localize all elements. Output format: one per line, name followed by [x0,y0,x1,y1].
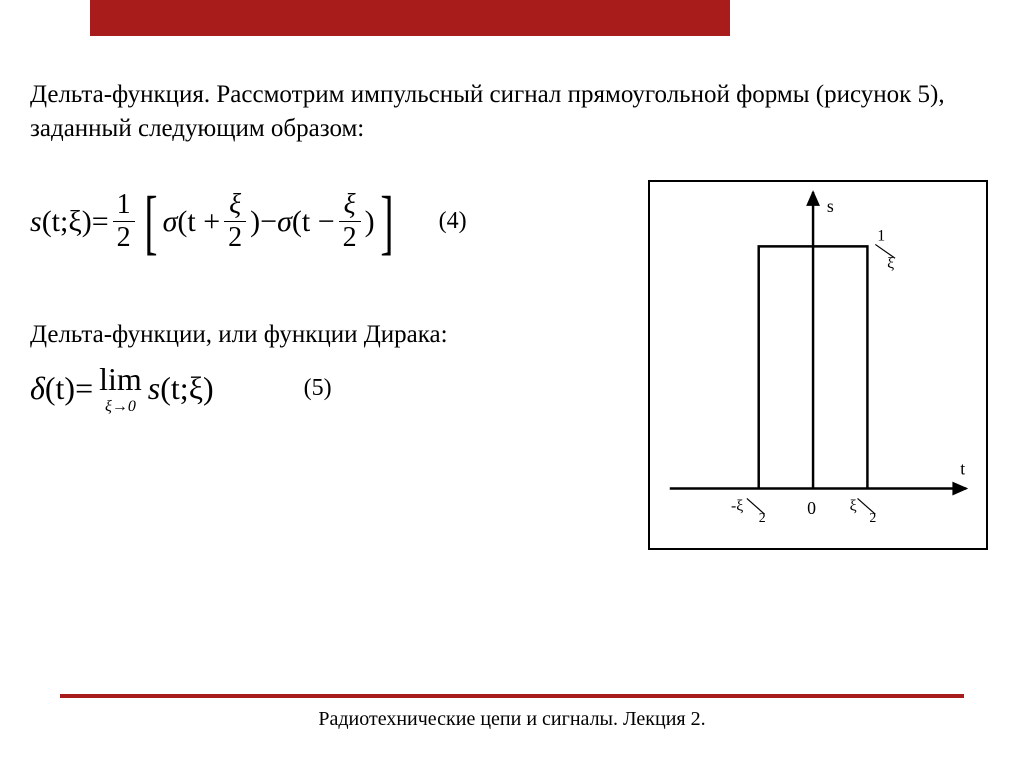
eq2-delta: δ [30,370,45,407]
eq2-lim-top: lim [99,361,142,398]
eq1-den2-b: 2 [339,222,361,254]
eq1-equals: = [92,205,109,239]
eq1-xi-a: ξ [225,189,245,221]
footer-text: Радиотехнические цепи и сигналы. Лекция … [0,708,1024,731]
svg-text:0: 0 [807,498,816,518]
eq1-s: s [30,205,42,239]
close-bracket-icon: ] [380,186,393,258]
pulse-graph: st1ξ-ξ20ξ2 [648,180,988,550]
eq2-label: (5) [304,375,332,402]
eq1-close-b: ) [365,205,375,239]
eq2-open: (t) [45,370,75,407]
eq1-minus: − [260,205,277,239]
eq2-equals: = [75,370,93,407]
svg-text:s: s [827,196,834,216]
eq2-s: s [148,370,160,407]
eq1-tminus: (t − [292,205,335,239]
eq1-xi2a: ξ 2 [224,189,246,255]
eq1-half-den: 2 [113,222,135,254]
eq1-tplus: (t + [177,205,220,239]
eq1-half: 1 2 [113,189,135,255]
eq1-half-num: 1 [113,189,135,221]
eq1-xi2b: ξ 2 [339,189,361,255]
eq1-sigma1: σ [163,205,178,239]
eq1-den2-a: 2 [224,222,246,254]
open-bracket-icon: [ [144,186,157,258]
svg-text:ξ: ξ [887,255,894,272]
eq2-lim: lim ξ→0 [99,361,142,416]
eq2-args: (t;ξ) [160,370,213,407]
eq2-lim-sub: ξ→0 [105,398,136,416]
eq1-sigma2: σ [277,205,292,239]
svg-text:t: t [960,459,965,479]
pulse-graph-svg: st1ξ-ξ20ξ2 [650,182,986,548]
eq1-args: (t;ξ) [42,205,92,239]
svg-text:-ξ: -ξ [731,497,743,514]
eq1-xi-b: ξ [340,189,360,221]
intro-paragraph: Дельта-функция. Рассмотрим импульсный си… [30,78,994,146]
svg-text:ξ: ξ [850,497,857,514]
svg-text:2: 2 [869,510,876,525]
footer-rule [60,694,964,697]
eq1-close-a: ) [250,205,260,239]
equation-1: s (t;ξ) = 1 2 [ σ (t + ξ 2 ) − σ [30,186,399,258]
svg-text:1: 1 [877,227,885,244]
eq1-label: (4) [439,208,467,235]
svg-text:2: 2 [759,510,766,525]
accent-header-bar [90,0,730,36]
